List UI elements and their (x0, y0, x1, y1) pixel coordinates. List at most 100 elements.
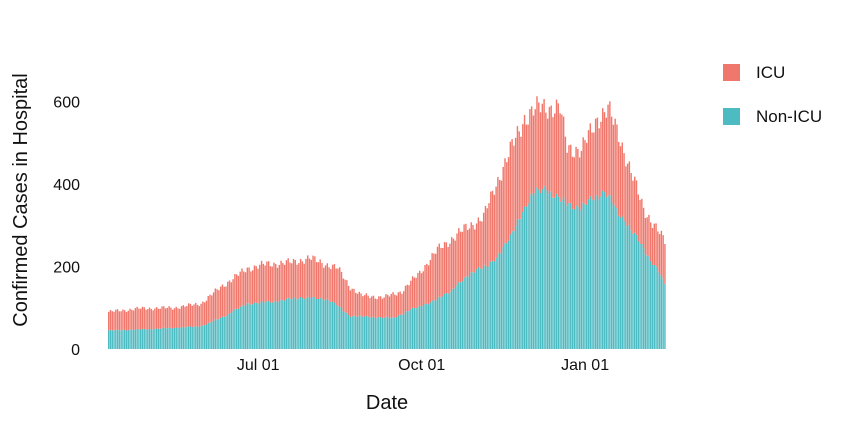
bar-non-icu (603, 192, 606, 349)
bar-non-icu (319, 297, 321, 349)
bar-icu (248, 267, 250, 304)
bar-non-icu (147, 329, 149, 349)
bar-icu (598, 128, 600, 200)
legend: ICU Non-ICU (723, 63, 822, 126)
bar-non-icu (593, 200, 595, 349)
bar-icu (285, 260, 288, 299)
bar-non-icu (312, 296, 314, 349)
bar-non-icu (662, 278, 664, 349)
bar-icu (514, 137, 517, 227)
bar-non-icu (625, 226, 627, 349)
bar-icu (266, 261, 268, 302)
bar-non-icu (186, 327, 188, 349)
bar-non-icu (385, 316, 387, 349)
bar-icu (136, 306, 138, 330)
bar-icu (559, 113, 561, 202)
bar-icu (536, 96, 538, 188)
bar-non-icu (299, 296, 302, 349)
bar-icu (493, 194, 496, 262)
bar-icu (314, 256, 316, 298)
bar-non-icu (626, 225, 629, 349)
bar-non-icu (413, 308, 416, 349)
bar-icu (145, 309, 147, 330)
bar-non-icu (498, 253, 501, 349)
bar-non-icu (308, 298, 311, 349)
bar-non-icu (225, 316, 227, 349)
bar-icu (223, 286, 225, 317)
bar-non-icu (387, 317, 389, 349)
bar-non-icu (402, 313, 405, 349)
bar-icu (310, 259, 313, 299)
bar-non-icu (166, 328, 169, 349)
bar-non-icu (571, 208, 574, 349)
bar-icu (401, 293, 403, 315)
bar-non-icu (486, 267, 488, 349)
bar-icu (399, 291, 401, 315)
bar-non-icu (452, 288, 455, 349)
bar-icu (184, 306, 186, 328)
bar-icu (550, 105, 552, 192)
bar-icu (404, 285, 407, 312)
bar-icu (529, 109, 531, 195)
bar-non-icu (484, 264, 487, 349)
bar-icu (278, 264, 281, 302)
bar-non-icu (440, 297, 442, 349)
bar-non-icu (355, 316, 357, 349)
bar-icu (299, 258, 302, 297)
bar-non-icu (461, 281, 464, 349)
bar-non-icu (564, 202, 567, 349)
bar-non-icu (388, 318, 391, 349)
bar-icu (259, 264, 261, 303)
bar-non-icu (488, 266, 490, 349)
bar-icu (305, 258, 307, 298)
bar-icu (195, 302, 197, 327)
bar-icu (417, 272, 419, 307)
bar-non-icu (427, 304, 430, 349)
bar-non-icu (527, 203, 529, 349)
bar-non-icu (324, 299, 327, 349)
bar-non-icu (561, 199, 563, 349)
bar-non-icu (429, 302, 432, 349)
bar-icu (116, 309, 119, 330)
bar-icu (402, 291, 405, 314)
bar-non-icu (145, 329, 147, 349)
bar-icu (111, 311, 113, 331)
bar-non-icu (161, 328, 163, 349)
bar-non-icu (168, 327, 170, 349)
bar-icu (182, 305, 185, 327)
bar-non-icu (468, 275, 471, 349)
bar-icu (554, 113, 556, 198)
bar-icu (155, 307, 158, 329)
bar-icu (392, 292, 394, 318)
bar-icu (323, 267, 325, 301)
bar-non-icu (282, 300, 284, 349)
bar-non-icu (596, 195, 599, 349)
bar-icu (530, 106, 533, 193)
bar-icu (527, 124, 529, 204)
bar-icu (218, 290, 220, 320)
bar-non-icu (545, 190, 547, 349)
bar-icu (621, 142, 623, 217)
bar-icu (257, 268, 259, 304)
bar-icu (411, 276, 414, 308)
bar-icu (564, 136, 567, 203)
bar-icu (342, 278, 344, 312)
bar-icu (642, 207, 645, 249)
bar-icu (390, 293, 392, 318)
bar-non-icu (450, 288, 453, 349)
bar-icu (321, 263, 323, 300)
bar-icu (477, 217, 480, 268)
bar-icu (228, 280, 231, 314)
bar-non-icu (259, 302, 261, 349)
bar-non-icu (331, 301, 334, 349)
bar-non-icu (621, 216, 623, 349)
bar-icu (571, 156, 574, 209)
bar-icu (566, 152, 568, 206)
bar-icu (538, 102, 540, 190)
bar-non-icu (271, 302, 273, 349)
bar-icu (623, 153, 625, 221)
bar-non-icu (175, 327, 177, 349)
bar-icu (513, 145, 515, 232)
bar-non-icu (516, 219, 519, 349)
bar-non-icu (465, 276, 467, 349)
